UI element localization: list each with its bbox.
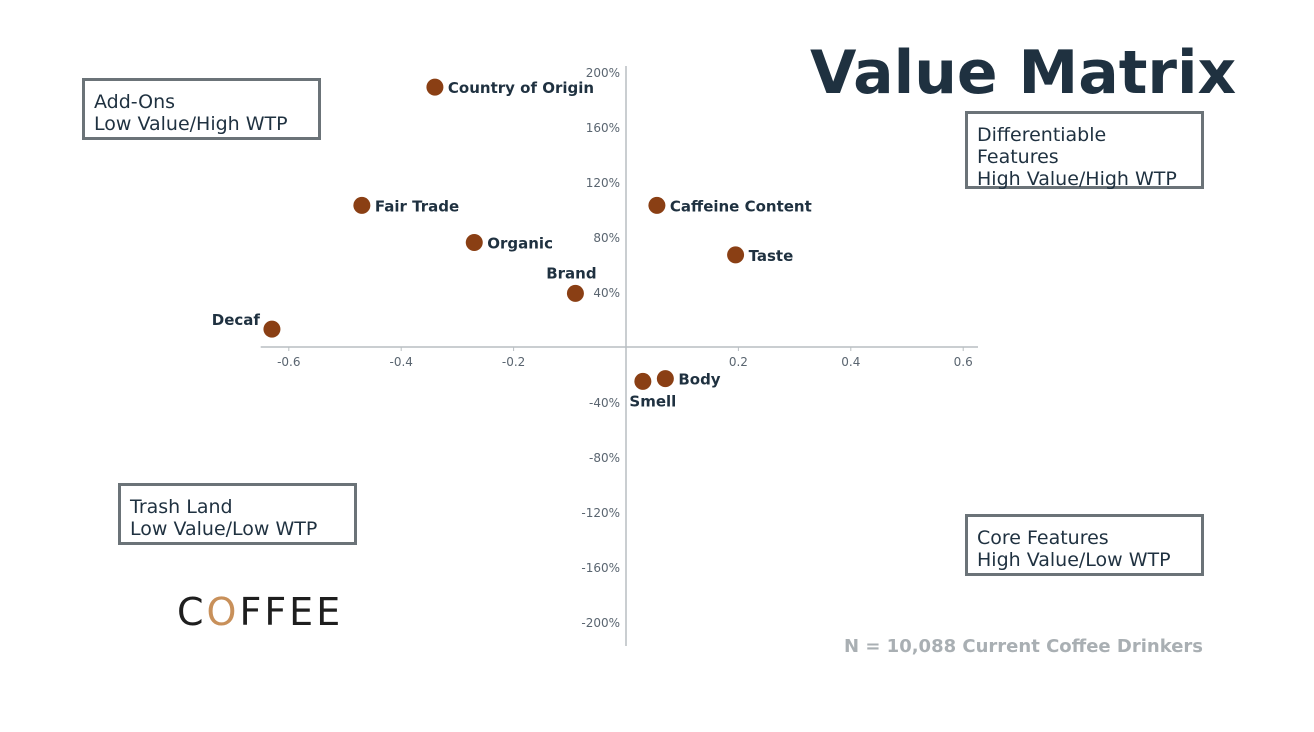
quadrant-trash-land-box: Trash Land Low Value/Low WTP	[118, 483, 357, 545]
quadrant-title-line2: Features	[977, 146, 1059, 168]
x-tick-label: -0.2	[502, 355, 525, 369]
data-point	[263, 320, 281, 338]
data-point	[648, 196, 666, 214]
sample-size-note: N = 10,088 Current Coffee Drinkers	[843, 636, 1203, 657]
x-tick-label: 0.4	[841, 355, 860, 369]
quadrant-subtitle: High Value/Low WTP	[977, 549, 1171, 571]
x-tick-label: -0.4	[389, 355, 412, 369]
data-point	[656, 370, 674, 388]
quadrant-subtitle: Low Value/Low WTP	[130, 518, 318, 540]
chart-tick-labels: -0.6 -0.4 -0.2 0.2 0.4 0.6 200% 160% 120% 80% 40% -…	[277, 66, 973, 630]
x-tick-label: 0.2	[729, 355, 748, 369]
data-point	[634, 372, 652, 390]
y-tick-label: -160%	[581, 561, 620, 575]
quadrant-title: Core Features	[977, 527, 1109, 549]
quadrant-title: Add-Ons	[94, 91, 176, 113]
quadrant-title: Differentiable	[977, 124, 1107, 146]
y-tick-label: -200%	[581, 616, 620, 630]
data-point-label: Organic	[487, 235, 553, 253]
data-point-label: Country of Origin	[448, 79, 594, 97]
data-point-label: Fair Trade	[375, 197, 459, 215]
y-tick-label: 160%	[586, 121, 620, 135]
quadrant-subtitle: High Value/High WTP	[977, 168, 1177, 190]
chart-axes	[260, 66, 978, 646]
quadrant-differentiable-box: Differentiable Features High Value/High …	[965, 111, 1204, 190]
data-point-label: Body	[678, 371, 720, 389]
data-point-label: Taste	[749, 247, 794, 265]
y-tick-label: -120%	[581, 506, 620, 520]
y-tick-label: -80%	[589, 451, 620, 465]
quadrant-core-features-box: Core Features High Value/Low WTP	[965, 514, 1204, 576]
y-tick-label: -40%	[589, 396, 620, 410]
data-point	[465, 234, 483, 251]
quadrant-subtitle: Low Value/High WTP	[94, 113, 288, 135]
data-point-label: Brand	[546, 264, 596, 282]
data-point	[566, 284, 584, 302]
y-tick-label: 120%	[586, 176, 620, 190]
y-tick-label: 200%	[586, 66, 620, 80]
coffee-logo: COFFEE	[177, 590, 344, 634]
y-tick-label: 80%	[593, 231, 620, 245]
data-point-label: Decaf	[212, 311, 261, 329]
data-point-label: Caffeine Content	[670, 197, 812, 215]
x-tick-label: -0.6	[277, 355, 300, 369]
data-point	[353, 196, 371, 214]
quadrant-title: Trash Land	[130, 496, 233, 518]
data-point	[426, 78, 444, 96]
quadrant-add-ons-box: Add-Ons Low Value/High WTP	[82, 78, 321, 140]
chart-points: Country of Origin Fair Trade Organic Brand D…	[212, 78, 812, 410]
page-title: Value Matrix	[810, 38, 1237, 108]
data-point	[727, 246, 745, 264]
x-tick-label: 0.6	[954, 355, 973, 369]
coffee-ring-icon: O	[206, 590, 240, 634]
data-point-label: Smell	[629, 392, 676, 410]
y-tick-label: 40%	[593, 286, 620, 300]
